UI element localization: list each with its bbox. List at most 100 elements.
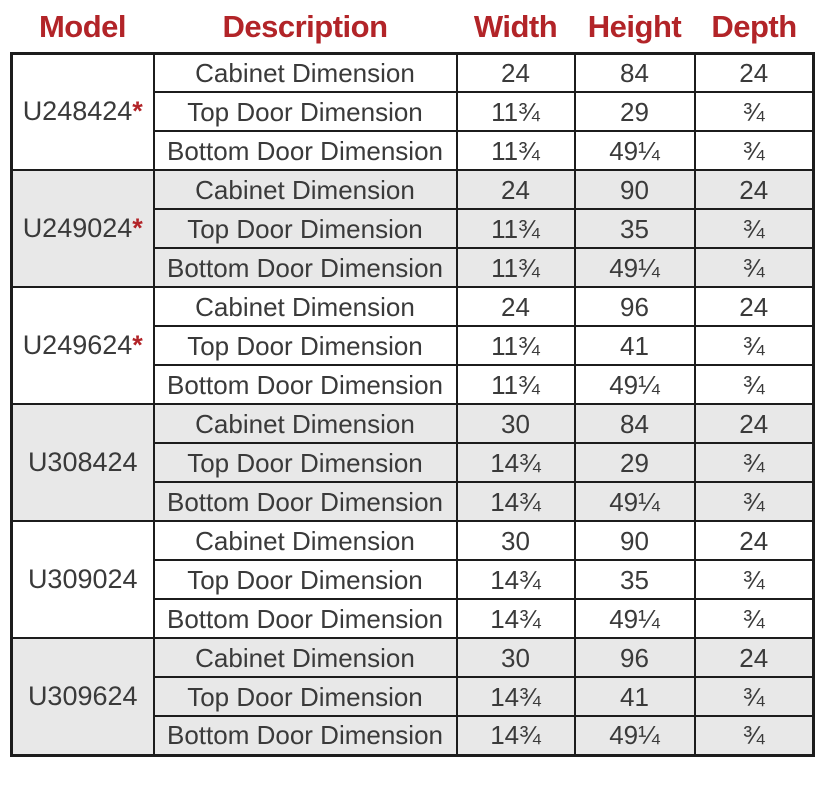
description-cell: Bottom Door Dimension	[152, 130, 458, 171]
depth-cell: ¾	[693, 598, 815, 639]
table-row: Bottom Door Dimension 11¾ 49¼ ¾	[12, 130, 815, 171]
cabinet-dimensions-table: Model Description Width Height Depth U24…	[10, 6, 815, 757]
model-number: U249024	[22, 213, 133, 243]
column-header-description: Description	[153, 6, 457, 53]
description-cell: Bottom Door Dimension	[152, 247, 458, 288]
width-cell: 14¾	[455, 442, 576, 483]
table-row: Top Door Dimension 11¾ 35 ¾	[12, 208, 815, 249]
depth-cell: 24	[693, 169, 815, 210]
model-cell: U308424	[10, 403, 155, 522]
model-cell: U309624	[10, 637, 155, 757]
model-cell: U249624*	[10, 286, 155, 405]
model-number: U249624	[22, 330, 133, 360]
header-row: Model Description Width Height Depth	[11, 6, 814, 53]
width-cell: 14¾	[455, 481, 576, 522]
depth-cell: 24	[693, 637, 815, 678]
description-cell: Top Door Dimension	[152, 676, 458, 717]
height-cell: 35	[573, 208, 696, 249]
description-cell: Top Door Dimension	[152, 91, 458, 132]
table-header: Model Description Width Height Depth	[11, 6, 814, 53]
model-number: U309024	[27, 564, 138, 594]
spec-table-container: Model Description Width Height Depth U24…	[10, 6, 815, 757]
width-cell: 24	[455, 51, 576, 93]
depth-cell: ¾	[693, 676, 815, 717]
table-row: U308424 Cabinet Dimension 30 84 24	[10, 403, 815, 522]
table-row: Bottom Door Dimension 11¾ 49¼ ¾	[12, 364, 815, 405]
column-header-model: Model	[11, 6, 154, 53]
depth-cell: 24	[693, 51, 815, 93]
model-cell: U249024*	[10, 169, 155, 288]
width-cell: 30	[455, 637, 576, 678]
description-cell: Top Door Dimension	[152, 208, 458, 249]
width-cell: 11¾	[455, 247, 576, 288]
depth-cell: ¾	[693, 364, 815, 405]
model-number: U308424	[27, 447, 138, 477]
model-number: U309624	[27, 680, 138, 711]
depth-cell: ¾	[693, 715, 815, 757]
description-cell: Cabinet Dimension	[152, 286, 458, 327]
width-cell: 11¾	[455, 91, 576, 132]
height-cell: 29	[573, 442, 696, 483]
depth-cell: 24	[693, 403, 815, 444]
width-cell: 24	[455, 286, 576, 327]
depth-cell: ¾	[693, 325, 815, 366]
width-cell: 14¾	[455, 598, 576, 639]
height-cell: 41	[573, 676, 696, 717]
description-cell: Bottom Door Dimension	[152, 715, 458, 757]
height-cell: 49¼	[573, 130, 696, 171]
table-row: Top Door Dimension 11¾ 41 ¾	[12, 325, 815, 366]
description-cell: Cabinet Dimension	[152, 403, 458, 444]
column-header-depth: Depth	[694, 6, 814, 53]
description-cell: Top Door Dimension	[152, 442, 458, 483]
height-cell: 84	[573, 51, 696, 93]
depth-cell: 24	[693, 286, 815, 327]
footnote-asterisk: *	[132, 330, 143, 360]
depth-cell: ¾	[693, 247, 815, 288]
description-cell: Top Door Dimension	[152, 559, 458, 600]
depth-cell: ¾	[693, 559, 815, 600]
height-cell: 29	[573, 91, 696, 132]
description-cell: Cabinet Dimension	[152, 637, 458, 678]
table-row: Top Door Dimension 11¾ 29 ¾	[12, 91, 815, 132]
description-cell: Cabinet Dimension	[152, 520, 458, 561]
depth-cell: ¾	[693, 130, 815, 171]
footnote-asterisk: *	[132, 213, 143, 243]
height-cell: 49¼	[573, 481, 696, 522]
height-cell: 49¼	[573, 364, 696, 405]
table-row: Bottom Door Dimension 14¾ 49¼ ¾	[12, 715, 815, 757]
width-cell: 11¾	[455, 325, 576, 366]
height-cell: 90	[573, 169, 696, 210]
height-cell: 49¼	[573, 715, 696, 757]
description-cell: Cabinet Dimension	[152, 169, 458, 210]
description-cell: Bottom Door Dimension	[152, 481, 458, 522]
depth-cell: 24	[693, 520, 815, 561]
height-cell: 84	[573, 403, 696, 444]
depth-cell: ¾	[693, 208, 815, 249]
height-cell: 49¼	[573, 598, 696, 639]
width-cell: 14¾	[455, 559, 576, 600]
description-cell: Cabinet Dimension	[152, 51, 458, 93]
height-cell: 90	[573, 520, 696, 561]
width-cell: 24	[455, 169, 576, 210]
table-row: U249024* Cabinet Dimension 24 90 24	[10, 169, 815, 288]
width-cell: 14¾	[455, 676, 576, 717]
table-row: Bottom Door Dimension 11¾ 49¼ ¾	[12, 247, 815, 288]
depth-cell: ¾	[693, 481, 815, 522]
height-cell: 96	[573, 286, 696, 327]
table-row: U309024 Cabinet Dimension 30 90 24	[10, 520, 815, 639]
table-row: U248424* Cabinet Dimension 24 84 24	[10, 51, 815, 171]
table-row: Bottom Door Dimension 14¾ 49¼ ¾	[12, 481, 815, 522]
depth-cell: ¾	[693, 91, 815, 132]
table-row: Top Door Dimension 14¾ 35 ¾	[12, 559, 815, 600]
height-cell: 35	[573, 559, 696, 600]
description-cell: Bottom Door Dimension	[152, 598, 458, 639]
model-number: U248424	[22, 96, 133, 127]
height-cell: 41	[573, 325, 696, 366]
table-body: U248424* Cabinet Dimension 24 84 24 Top Door …	[10, 51, 815, 757]
width-cell: 11¾	[455, 208, 576, 249]
table-row: Bottom Door Dimension 14¾ 49¼ ¾	[12, 598, 815, 639]
column-header-width: Width	[456, 6, 575, 53]
description-cell: Bottom Door Dimension	[152, 364, 458, 405]
width-cell: 30	[455, 403, 576, 444]
width-cell: 14¾	[455, 715, 576, 757]
